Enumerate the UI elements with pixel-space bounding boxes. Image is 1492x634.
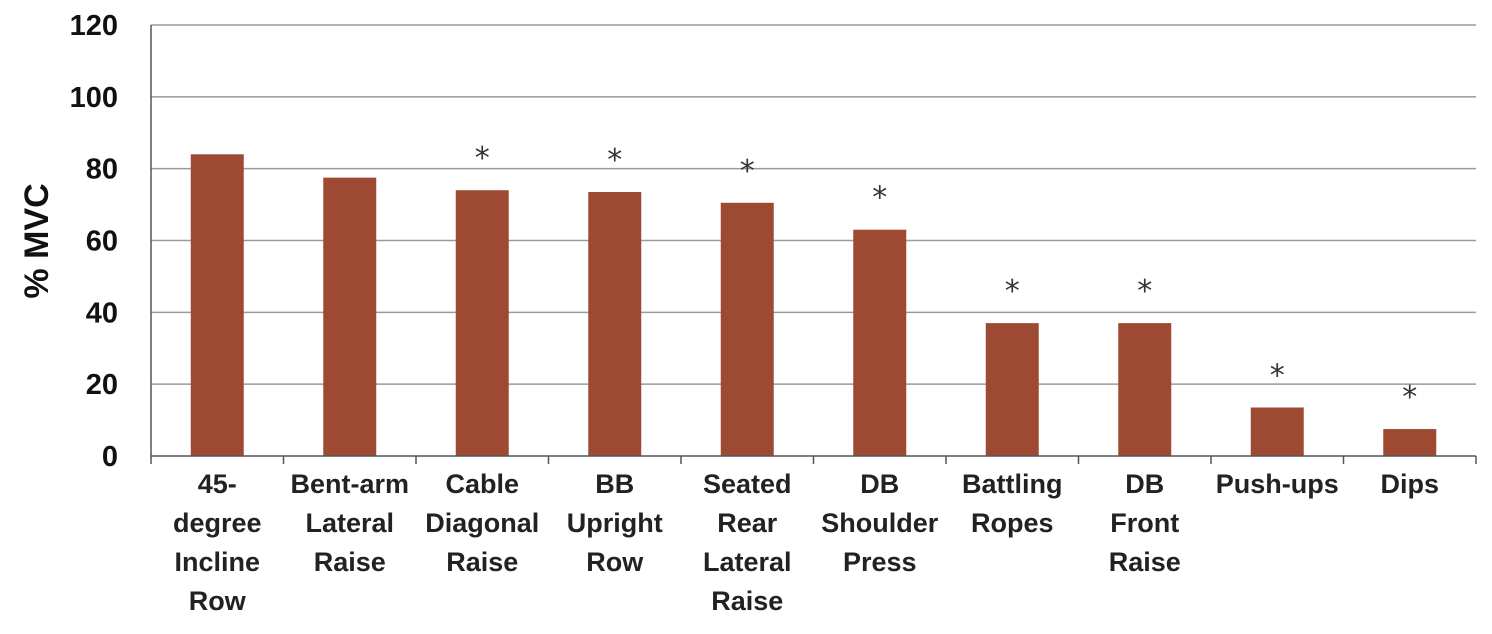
category-label-line: Raise xyxy=(446,547,518,577)
category-label-line: Raise xyxy=(1109,547,1181,577)
y-tick-label: 60 xyxy=(86,226,118,258)
y-tick-label: 0 xyxy=(102,441,118,473)
category-label-line: Battling xyxy=(962,469,1063,499)
category-label: Battling Ropes xyxy=(962,469,1063,538)
y-tick-label: 80 xyxy=(86,154,118,186)
bar xyxy=(1250,407,1304,456)
significance-markers: * * * * * * * * xyxy=(475,141,1418,415)
category-label-line: 45- xyxy=(198,469,237,499)
category-label-line: Upright xyxy=(567,508,663,538)
y-axis-title: % MVC xyxy=(18,183,56,298)
category-label-line: Lateral xyxy=(305,508,394,538)
category-label-line: Diagonal xyxy=(425,508,539,538)
significance-marker: * xyxy=(1137,274,1152,309)
category-label-line: Rear xyxy=(717,508,778,538)
category-label: Dips xyxy=(1380,469,1439,499)
category-label: Bent-arm Lateral Raise xyxy=(290,469,409,577)
category-label-line: Raise xyxy=(711,586,783,616)
category-label: Cable Diagonal Raise xyxy=(425,469,539,577)
significance-marker: * xyxy=(740,154,755,189)
bar xyxy=(323,177,377,457)
bar xyxy=(985,323,1039,456)
category-label-line: Shoulder xyxy=(821,508,938,538)
y-axis-ticks: 0 20 40 60 80 100 120 xyxy=(70,10,118,473)
significance-marker: * xyxy=(607,143,622,178)
bar xyxy=(588,192,642,456)
significance-marker: * xyxy=(872,181,887,216)
bar xyxy=(1383,429,1437,456)
significance-marker: * xyxy=(475,141,490,176)
category-label-line: Bent-arm xyxy=(290,469,409,499)
category-label-line: Lateral xyxy=(703,547,792,577)
bar xyxy=(853,229,907,456)
category-label-line: BB xyxy=(595,469,634,499)
y-tick-label: 40 xyxy=(86,297,118,329)
significance-marker: * xyxy=(1402,380,1417,415)
category-label-line: Ropes xyxy=(971,508,1054,538)
category-label-line: Row xyxy=(586,547,644,577)
category-label-line: Push-ups xyxy=(1216,469,1339,499)
bar xyxy=(455,190,509,456)
category-label-line: Raise xyxy=(314,547,386,577)
category-label-line: Row xyxy=(189,586,247,616)
category-label-line: DB xyxy=(1125,469,1164,499)
category-label-line: Front xyxy=(1110,508,1179,538)
category-label: DB Shoulder Press xyxy=(821,469,938,577)
y-tick-label: 120 xyxy=(70,10,118,42)
category-label-line: degree xyxy=(173,508,262,538)
category-label-line: Incline xyxy=(174,547,260,577)
category-label: BB Upright Row xyxy=(567,469,663,577)
bar xyxy=(190,154,244,457)
significance-marker: * xyxy=(1270,359,1285,394)
y-tick-label: 20 xyxy=(86,369,118,401)
category-label-line: Cable xyxy=(445,469,519,499)
category-label: 45- degree Incline Row xyxy=(173,469,262,616)
category-label: Seated Rear Lateral Raise xyxy=(703,469,792,616)
category-label-line: Seated xyxy=(703,469,792,499)
bars xyxy=(190,154,1437,457)
bar xyxy=(1118,323,1172,456)
category-label-line: DB xyxy=(860,469,899,499)
bar xyxy=(720,202,774,456)
category-label: DB Front Raise xyxy=(1109,469,1181,577)
category-label: Push-ups xyxy=(1216,469,1339,499)
category-label-line: Press xyxy=(843,547,917,577)
category-label-line: Dips xyxy=(1380,469,1439,499)
axes xyxy=(150,25,1477,464)
significance-marker: * xyxy=(1005,274,1020,309)
y-tick-label: 100 xyxy=(70,82,118,114)
